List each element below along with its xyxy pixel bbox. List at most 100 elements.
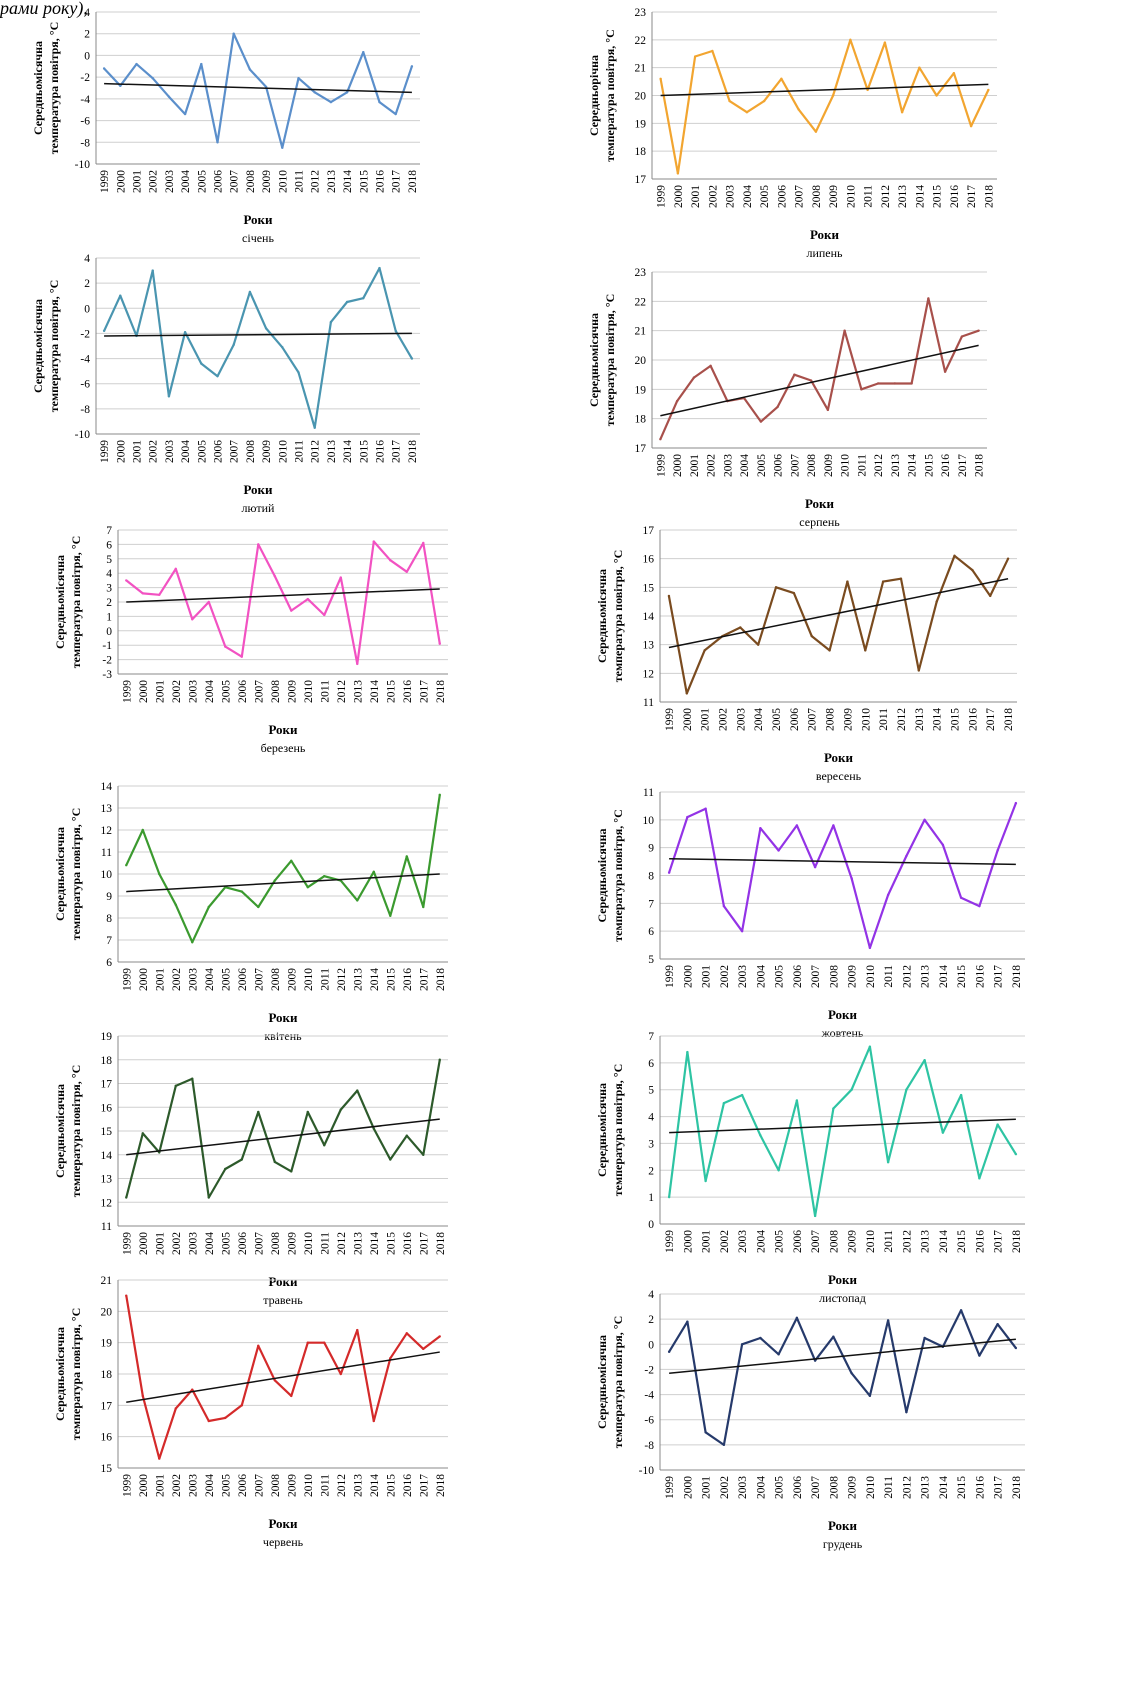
x-tick-label: 2018 [1003,708,1015,731]
x-tick-label: 2015 [956,965,968,988]
x-tick-label: 2010 [277,170,289,193]
y-tick-label: -2 [102,655,112,667]
data-point [410,65,414,68]
data-point [935,600,938,603]
x-tick-label: 2005 [774,1476,786,1499]
y-tick-label: 0 [648,1219,654,1231]
data-point [704,1431,707,1434]
x-tick-label: 2001 [154,1474,166,1497]
data-point [759,1134,762,1137]
data-point [709,364,712,368]
data-point [290,1170,293,1173]
data-point [850,1372,853,1375]
y-tick-label: 4 [84,253,90,265]
data-point [290,1394,293,1398]
y-tick-label: 11 [643,787,654,799]
x-tick-label: 2011 [863,185,875,208]
data-point [200,62,203,66]
data-point [686,1050,689,1054]
data-point [996,849,999,852]
x-tick-label: 2012 [880,185,892,208]
data-point [795,1316,799,1320]
x-axis-label: Роки [828,1518,858,1533]
y-tick-label: 22 [635,296,647,308]
y-tick-label: -8 [80,404,90,416]
data-point [675,399,679,403]
data-point [792,591,796,595]
data-point [883,41,887,44]
x-tick-label: 2018 [1011,1230,1023,1253]
y-tick-label: 9 [648,843,654,855]
x-tick-label: 2017 [391,440,403,463]
data-point [846,580,849,583]
y-tick-label: -10 [639,1465,655,1477]
data-point [996,1123,999,1126]
data-point [438,793,441,796]
x-tick-label: 2015 [385,680,397,703]
x-tick-label: 2004 [755,1230,767,1253]
x-tick-label: 2013 [352,1474,364,1497]
x-tick-label: 2018 [435,1474,447,1497]
data-point [959,896,963,899]
data-point [297,77,300,80]
x-tick-label: 2007 [229,440,241,463]
data-point [372,1127,375,1130]
data-point [438,642,441,645]
x-tick-label: 2015 [956,1230,968,1253]
data-point [881,580,885,583]
x-tick-label: 2003 [737,1230,749,1253]
x-tick-label: 2016 [974,1230,986,1253]
x-tick-label: 2002 [148,170,160,193]
data-point [191,1077,194,1080]
data-point [893,382,897,385]
x-tick-label: 2011 [878,708,890,731]
x-tick-label: 2000 [138,680,150,703]
x-tick-label: 2013 [352,968,364,991]
data-point [207,1196,210,1199]
data-point [389,1357,392,1360]
data-point [151,77,154,80]
x-tick-label: 2000 [138,1474,150,1497]
x-tick-label: 1999 [664,1476,676,1499]
data-point [941,843,945,847]
x-tick-label: 2010 [303,680,315,703]
x-tick-label: 2017 [985,708,997,731]
data-point [886,893,890,897]
x-tick-label: 2016 [967,708,979,731]
data-point [923,1058,926,1062]
data-point [240,890,243,893]
x-tick-label: 2003 [737,965,749,988]
y-tick-label: 18 [635,146,647,158]
y-tick-label: 16 [101,1102,113,1114]
x-tick-label: 2004 [755,1476,767,1499]
x-tick-label: 2017 [993,1476,1005,1499]
data-point [693,55,697,58]
data-point [257,1344,260,1347]
data-point [774,586,778,589]
data-point [704,807,707,810]
line-chart: 5 6 7 8 9 10 11 1999 2000 2001 2002 2003 2004 2005 200… [595,787,1025,1040]
line-chart: 17 18 19 20 21 22 23 1999 2000 2001 2002 2003 2004 20… [587,7,997,260]
y-tick-label: -10 [75,429,91,441]
data-point [174,567,177,571]
data-point [405,1332,408,1335]
data-point [899,577,903,580]
x-tick-label: 2006 [773,454,785,477]
x-tick-label: 2013 [326,170,338,193]
data-point [826,408,830,412]
series-line [125,1059,441,1199]
data-point [313,91,316,94]
x-tick-label: 2011 [294,440,306,463]
chart-panel: 6 7 8 9 10 11 12 13 14 1999 2000 2001 2002 2003 2004 20… [36,778,458,1068]
data-point [793,373,796,376]
y-axis-label-line1: Середньомісячна [595,1335,609,1429]
x-tick-label: 2018 [1011,1476,1023,1499]
data-point [953,554,956,557]
y-tick-label: 11 [101,1221,112,1233]
x-tick-label: 2005 [774,965,786,988]
data-point [923,818,926,822]
data-point [756,643,760,646]
x-tick-label: 2013 [890,454,902,477]
data-point [273,1379,276,1382]
data-point [323,875,326,878]
